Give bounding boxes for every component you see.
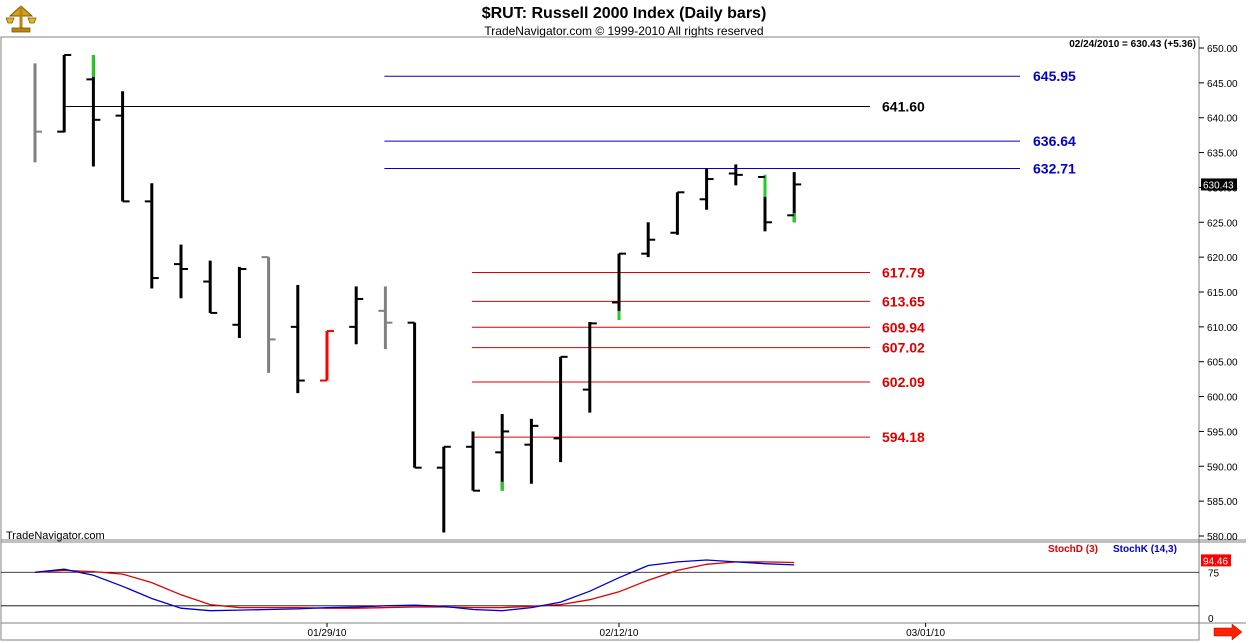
stochastic-panel: 75 0 StochD (3) StochK (14,3) 94.46 [1, 544, 1231, 625]
level-label: 641.60 [882, 99, 925, 115]
price-tick-label: 635.00 [1207, 149, 1238, 160]
level-label: 602.09 [882, 374, 925, 390]
price-tick-label: 645.00 [1207, 79, 1238, 90]
date-tick-label: 01/29/10 [308, 628, 347, 639]
price-tick-label: 585.00 [1207, 497, 1238, 508]
price-tick-label: 650.00 [1207, 44, 1238, 55]
scales-logo-icon [5, 5, 37, 33]
last-price-tag [1201, 178, 1237, 191]
price-tick-label: 590.00 [1207, 462, 1238, 473]
stoch-series-line [34, 559, 795, 612]
stoch-legend-k: StochK (14,3) [1113, 544, 1177, 555]
chart-title: $RUT: Russell 2000 Index (Daily bars) [482, 5, 767, 22]
price-axis: 650.00645.00640.00635.00630.00625.00620.… [1199, 44, 1238, 543]
stoch-series-line [34, 561, 795, 609]
stoch-tick-label: 75 [1208, 568, 1220, 579]
level-label: 617.79 [882, 265, 925, 281]
price-tick-label: 625.00 [1207, 218, 1238, 229]
scroll-right-arrow-icon[interactable] [1213, 623, 1243, 641]
date-tick-label: 03/01/10 [906, 628, 945, 639]
level-label: 609.94 [882, 319, 925, 335]
price-tick-label: 580.00 [1207, 532, 1238, 543]
plot-frame [0, 36, 1200, 641]
price-tick-label: 605.00 [1207, 358, 1238, 369]
level-label: 636.64 [1033, 133, 1076, 149]
level-label: 613.65 [882, 293, 925, 309]
chart-subtitle: TradeNavigator.com © 1999-2010 All right… [484, 24, 763, 38]
watermark-text: TradeNavigator.com [6, 530, 105, 542]
stoch-tick-label: 0 [1208, 614, 1214, 625]
stoch-last-value-tag [1201, 554, 1231, 567]
price-tick-label: 610.00 [1207, 323, 1238, 334]
level-label: 632.71 [1033, 161, 1076, 177]
price-tick-label: 615.00 [1207, 288, 1238, 299]
price-tick-label: 620.00 [1207, 253, 1238, 264]
date-axis: 01/29/10 02/12/10 03/01/10 [308, 623, 945, 639]
level-label: 594.18 [882, 429, 925, 445]
date-tick-label: 02/12/10 [600, 628, 639, 639]
level-lines: 645.95 641.60 636.64 632.71 617.79 613.65 609.… [64, 68, 1076, 445]
level-label: 607.02 [882, 340, 925, 356]
price-bars [33, 53, 802, 533]
price-tick-label: 595.00 [1207, 427, 1238, 438]
price-tick-label: 640.00 [1207, 114, 1238, 125]
stoch-legend-d: StochD (3) [1048, 544, 1098, 555]
stoch-last-value-label: 94.46 [1203, 556, 1228, 567]
price-tick-label: 600.00 [1207, 393, 1238, 404]
last-price-label: 630.43 [1203, 180, 1234, 191]
level-label: 645.95 [1033, 68, 1076, 84]
last-quote-readout: 02/24/2010 = 630.43 (+5.36) [1069, 39, 1196, 50]
